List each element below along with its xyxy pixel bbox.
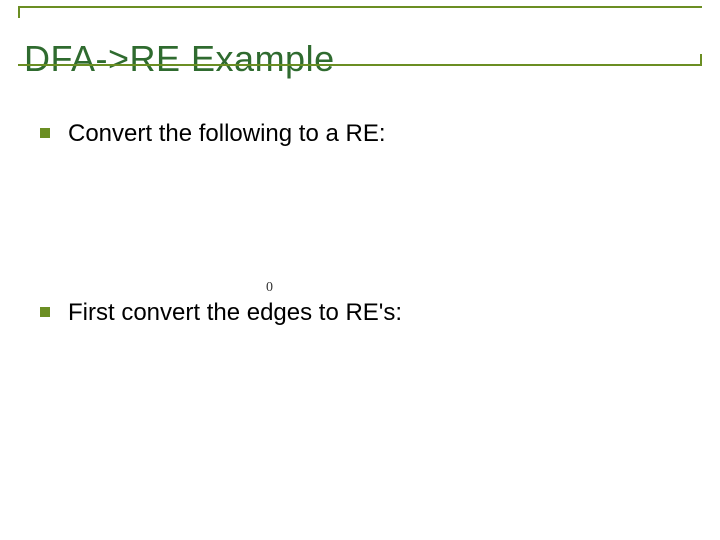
title-rule-top	[18, 6, 702, 8]
slide: DFA->RE Example Convert the following to…	[0, 0, 720, 540]
dfa-figure-label: 0	[266, 280, 273, 296]
title-rule-bottom	[18, 64, 702, 66]
title-rule-tick-left	[18, 6, 20, 18]
slide-title: DFA->RE Example	[24, 38, 335, 80]
list-item: Convert the following to a RE:	[40, 118, 680, 149]
square-bullet-icon	[40, 128, 50, 138]
title-rule-tick-right	[700, 54, 702, 66]
bullet-text: First convert the edges to RE's:	[68, 297, 402, 328]
bullet-text: Convert the following to a RE:	[68, 118, 386, 149]
square-bullet-icon	[40, 307, 50, 317]
bullet-list: Convert the following to a RE: First con…	[40, 118, 680, 328]
list-item: First convert the edges to RE's:	[40, 297, 680, 328]
